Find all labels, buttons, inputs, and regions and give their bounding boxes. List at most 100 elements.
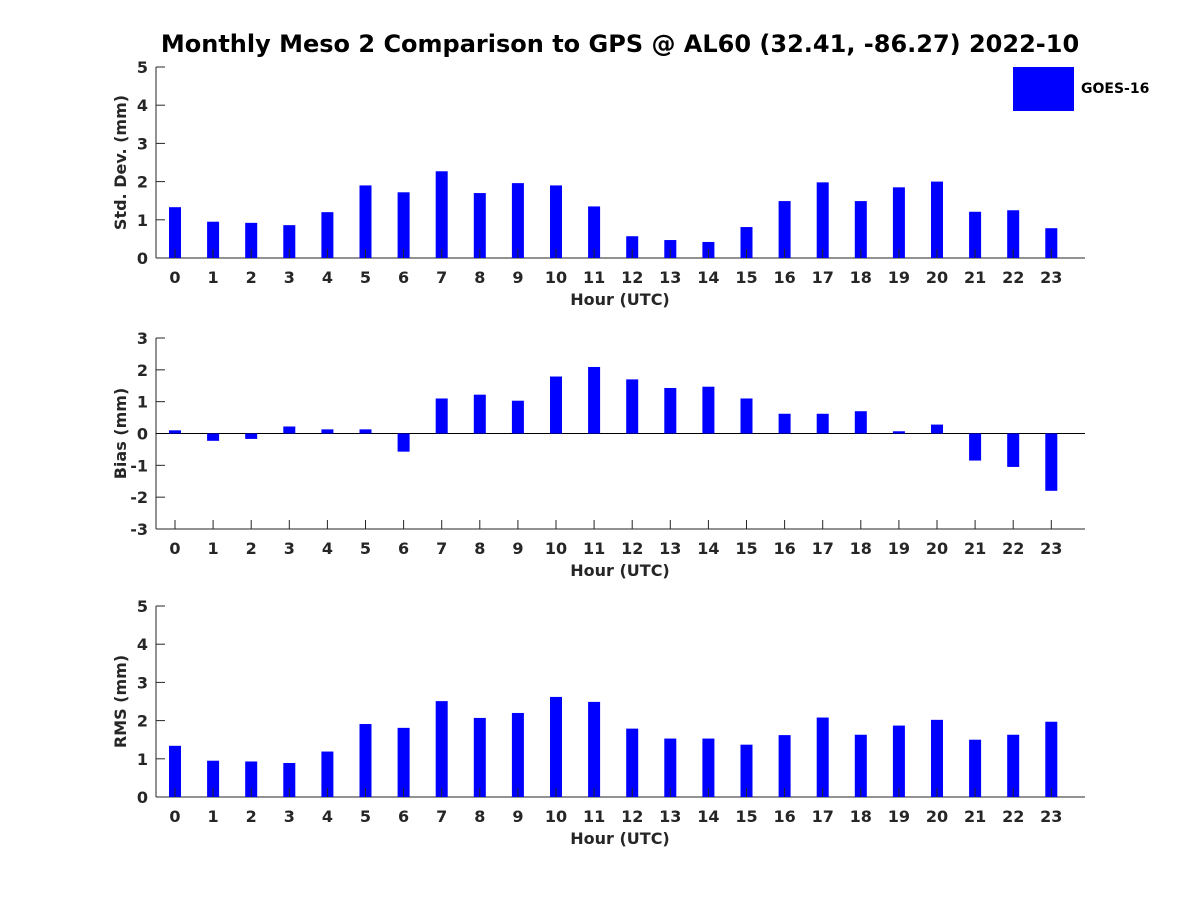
x-tick-label: 16 (773, 268, 795, 287)
bar-10 (550, 376, 562, 434)
x-tick-label: 23 (1040, 807, 1062, 826)
x-tick-label: 16 (773, 539, 795, 558)
bar-1 (207, 433, 220, 441)
y-tick-label: 5 (137, 58, 148, 77)
y-tick-label: 3 (137, 673, 148, 692)
x-tick-label: 10 (545, 268, 567, 287)
x-axis-label: Hour (UTC) (570, 829, 670, 848)
bar-14 (702, 386, 715, 434)
bar-21 (969, 433, 982, 461)
y-tick-label: 1 (137, 750, 148, 769)
bar-5 (359, 429, 372, 434)
x-tick-label: 7 (436, 268, 447, 287)
bar-19 (892, 187, 905, 258)
x-tick-label: 0 (169, 539, 180, 558)
bar-18 (854, 411, 867, 434)
bar-7 (435, 171, 448, 258)
legend-label: GOES-16 (1081, 81, 1150, 97)
legend-swatch (1013, 67, 1074, 111)
y-tick-label: 1 (137, 211, 148, 230)
x-tick-label: 19 (888, 539, 910, 558)
bar-17 (816, 717, 829, 797)
x-tick-label: 15 (735, 539, 757, 558)
x-tick-label: 17 (812, 539, 834, 558)
bar-8 (473, 193, 486, 258)
y-tick-label: 2 (137, 173, 148, 192)
bar-22 (1007, 210, 1020, 258)
x-tick-label: 10 (545, 539, 567, 558)
y-tick-label: -1 (130, 456, 148, 475)
x-tick-label: 3 (284, 539, 295, 558)
x-tick-label: 11 (583, 539, 605, 558)
bar-20 (931, 719, 943, 797)
x-tick-label: 7 (436, 807, 447, 826)
x-tick-label: 22 (1002, 268, 1024, 287)
x-tick-label: 20 (926, 807, 948, 826)
x-tick-label: 12 (621, 807, 643, 826)
bar-15 (740, 744, 753, 797)
bar-8 (473, 394, 486, 434)
bar-12 (626, 236, 639, 258)
bar-17 (816, 413, 829, 434)
y-tick-label: -3 (130, 520, 148, 539)
bar-23 (1045, 433, 1058, 491)
bar-12 (626, 379, 639, 434)
bar-6 (397, 727, 410, 797)
bar-15 (740, 398, 753, 434)
x-tick-label: 9 (512, 807, 523, 826)
x-tick-label: 16 (773, 807, 795, 826)
x-tick-label: 8 (474, 539, 485, 558)
bar-9 (511, 183, 524, 258)
bar-19 (892, 431, 905, 434)
x-tick-label: 17 (812, 268, 834, 287)
y-axis-label: Bias (mm) (111, 388, 130, 480)
x-tick-label: 18 (850, 268, 872, 287)
x-tick-label: 3 (284, 268, 295, 287)
x-tick-label: 13 (659, 539, 681, 558)
legend: GOES-16 (1013, 67, 1149, 111)
bar-13 (664, 738, 677, 797)
x-tick-label: 1 (208, 268, 219, 287)
bar-16 (778, 735, 791, 797)
x-tick-label: 13 (659, 268, 681, 287)
x-tick-label: 9 (512, 539, 523, 558)
bar-9 (511, 400, 524, 434)
bar-9 (511, 712, 524, 797)
x-tick-label: 2 (246, 539, 257, 558)
x-tick-label: 4 (322, 268, 333, 287)
x-tick-label: 12 (621, 539, 643, 558)
x-tick-label: 6 (398, 268, 409, 287)
x-tick-label: 5 (360, 807, 371, 826)
bar-10 (550, 185, 562, 258)
y-tick-label: 2 (137, 712, 148, 731)
x-tick-label: 4 (322, 807, 333, 826)
bar-20 (931, 424, 943, 434)
x-tick-label: 23 (1040, 268, 1062, 287)
x-tick-label: 10 (545, 807, 567, 826)
x-tick-label: 19 (888, 807, 910, 826)
bar-5 (359, 724, 372, 797)
x-tick-label: 14 (697, 268, 719, 287)
bar-16 (778, 201, 791, 258)
bar-11 (588, 366, 601, 434)
x-tick-label: 3 (284, 807, 295, 826)
bar-3 (283, 763, 296, 797)
bar-17 (816, 182, 829, 258)
y-tick-label: 0 (137, 788, 148, 807)
x-tick-label: 9 (512, 268, 523, 287)
bar-20 (931, 181, 943, 258)
x-tick-label: 22 (1002, 539, 1024, 558)
bar-15 (740, 227, 753, 258)
x-tick-label: 0 (169, 807, 180, 826)
bar-23 (1045, 721, 1058, 797)
bar-11 (588, 701, 601, 797)
x-tick-label: 6 (398, 807, 409, 826)
x-tick-label: 14 (697, 807, 719, 826)
x-tick-label: 21 (964, 268, 986, 287)
bar-0 (169, 207, 181, 258)
x-tick-label: 18 (850, 807, 872, 826)
